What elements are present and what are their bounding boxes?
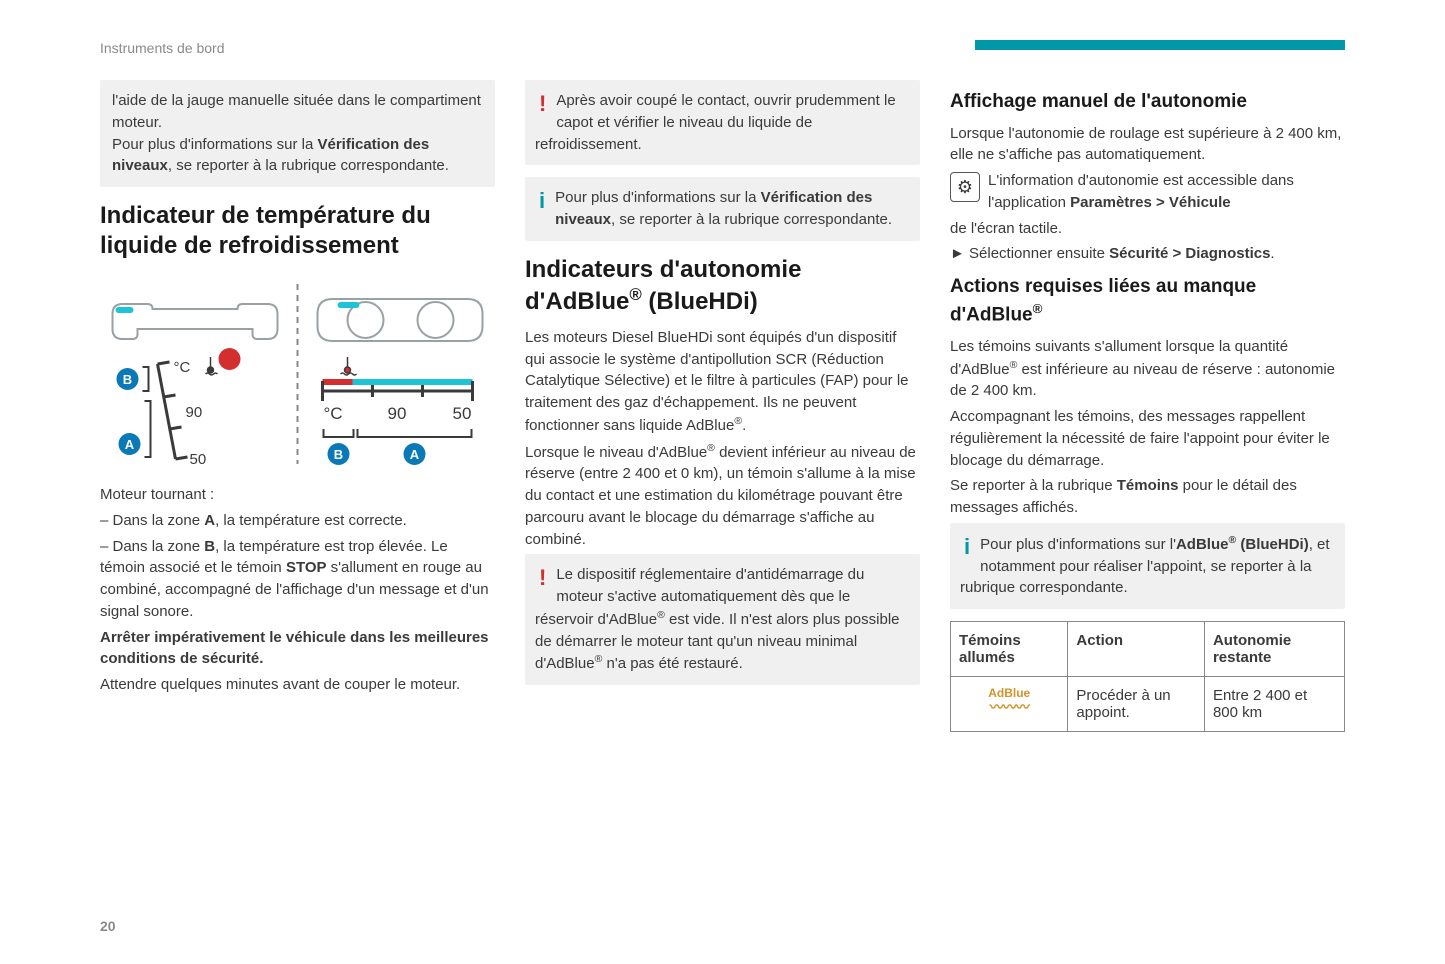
th-temoins: Témoins allumés: [951, 622, 1068, 677]
t: AdBlue: [1176, 536, 1229, 553]
warning-icon: !: [539, 562, 546, 594]
settings-text: L'information d'autonomie est accessible…: [988, 170, 1345, 214]
page-number: 20: [100, 918, 116, 934]
t: Actions requises liées au manque d'AdBlu…: [950, 276, 1256, 325]
t: Arrêter impérativement le véhicule dans …: [100, 629, 489, 668]
adblue-p2: Lorsque le niveau d'AdBlue® devient infé…: [525, 441, 920, 551]
t: (BlueHDi): [642, 288, 758, 315]
t: Témoins: [1117, 477, 1179, 494]
warning-icon: !: [539, 88, 546, 120]
warn-coolant-box: ! Après avoir coupé le contact, ouvrir p…: [525, 80, 920, 165]
svg-text:B: B: [123, 372, 132, 387]
table-header-row: Témoins allumés Action Autonomie restant…: [951, 622, 1345, 677]
svg-text:50: 50: [190, 451, 207, 468]
t: Lorsque le niveau d'AdBlue: [525, 444, 707, 461]
header-section-label: Instruments de bord: [100, 40, 225, 56]
column-1: l'aide de la jauge manuelle située dans …: [100, 80, 495, 732]
coolant-heading: Indicateur de température du liquide de …: [100, 201, 495, 261]
warn-adblue-box: ! Le dispositif réglementaire d'antidéma…: [525, 554, 920, 685]
th-range: Autonomie restante: [1204, 622, 1344, 677]
header-accent-bar: [975, 40, 1345, 50]
column-2: ! Après avoir coupé le contact, ouvrir p…: [525, 80, 920, 732]
coolant-gauge-diagram: °C 90 50 B A: [100, 279, 495, 469]
page-columns: l'aide de la jauge manuelle située dans …: [100, 80, 1345, 732]
table-row: AdBlue 〰〰〰 Procéder à un appoint. Entre …: [951, 677, 1345, 732]
coolant-p1: Moteur tournant :: [100, 484, 495, 506]
settings-tail: de l'écran tactile.: [950, 218, 1345, 240]
coolant-li1: – Dans la zone A, la température est cor…: [100, 510, 495, 532]
actions-p3: Accompagnant les témoins, des messages r…: [950, 406, 1345, 471]
t: Les moteurs Diesel BlueHDi sont équipés …: [525, 329, 909, 434]
th-action: Action: [1068, 622, 1205, 677]
warn-coolant-text: Après avoir coupé le contact, ouvrir pru…: [535, 92, 896, 153]
column-3: Affichage manuel de l'autonomie Lorsque …: [950, 80, 1345, 732]
coolant-bold: Arrêter impérativement le véhicule dans …: [100, 627, 495, 671]
t: Se reporter à la rubrique: [950, 477, 1117, 494]
manual-range-heading: Affichage manuel de l'autonomie: [950, 90, 1345, 115]
t: .: [742, 417, 746, 434]
t: , se reporter à la rubrique correspondan…: [611, 211, 892, 228]
t: Sécurité > Diagnostics: [1109, 245, 1270, 262]
svg-text:°C: °C: [174, 359, 191, 376]
t: , la température est correcte.: [215, 512, 407, 529]
actions-p2: Les témoins suivants s'allument lorsque …: [950, 336, 1345, 402]
svg-text:90: 90: [186, 404, 203, 421]
t: – Dans la zone: [100, 512, 204, 529]
coolant-p2: Attendre quelques minutes avant de coupe…: [100, 674, 495, 696]
info-adblue-box: i Pour plus d'informations sur l'AdBlue®…: [950, 523, 1345, 609]
info-icon: i: [964, 531, 970, 563]
adblue-p1: Les moteurs Diesel BlueHDi sont équipés …: [525, 327, 920, 437]
adblue-icon: AdBlue 〰〰〰: [959, 687, 1059, 716]
cell-action: Procéder à un appoint.: [1068, 677, 1205, 732]
gear-icon: ⚙: [950, 172, 980, 202]
t: n'a pas été restauré.: [602, 655, 742, 672]
info-icon: i: [539, 185, 545, 217]
intro-text-b: Pour plus d'informations sur la: [112, 136, 317, 153]
t: B: [204, 538, 215, 555]
t: Pour plus d'informations sur la: [555, 189, 760, 206]
cell-temoin-icon: AdBlue 〰〰〰: [951, 677, 1068, 732]
intro-text-a: l'aide de la jauge manuelle située dans …: [112, 92, 481, 131]
settings-hint: ⚙ L'information d'autonomie est accessib…: [950, 170, 1345, 214]
manual-range-p1: Lorsque l'autonomie de roulage est supér…: [950, 123, 1345, 167]
actions-heading: Actions requises liées au manque d'AdBlu…: [950, 275, 1345, 328]
svg-text:B: B: [334, 447, 343, 462]
svg-text:90: 90: [388, 404, 407, 423]
svg-text:°C: °C: [324, 404, 343, 423]
actions-p4: Se reporter à la rubrique Témoins pour l…: [950, 475, 1345, 519]
cell-range: Entre 2 400 et 800 km: [1204, 677, 1344, 732]
t: ► Sélectionner ensuite: [950, 245, 1109, 262]
intro-box: l'aide de la jauge manuelle située dans …: [100, 80, 495, 187]
svg-text:A: A: [125, 437, 135, 452]
adblue-actions-table: Témoins allumés Action Autonomie restant…: [950, 621, 1345, 732]
info-levels-box: i Pour plus d'informations sur la Vérifi…: [525, 177, 920, 241]
t: Pour plus d'informations sur l': [980, 536, 1176, 553]
t: Paramètres > Véhicule: [1070, 194, 1231, 211]
adblue-heading: Indicateurs d'autonomie d'AdBlue® (BlueH…: [525, 255, 920, 317]
svg-text:50: 50: [453, 404, 472, 423]
t: – Dans la zone: [100, 538, 204, 555]
t: STOP: [286, 559, 327, 576]
svg-text:A: A: [410, 447, 420, 462]
coolant-li2: – Dans la zone B, la température est tro…: [100, 536, 495, 623]
select-step: ► Sélectionner ensuite Sécurité > Diagno…: [950, 243, 1345, 265]
intro-text-c: , se reporter à la rubrique correspondan…: [168, 157, 449, 174]
t: .: [1270, 245, 1274, 262]
t: (BlueHDi): [1236, 536, 1309, 553]
t: AdBlue: [988, 686, 1030, 700]
t: A: [204, 512, 215, 529]
wave-icon: 〰〰〰: [990, 699, 1029, 715]
